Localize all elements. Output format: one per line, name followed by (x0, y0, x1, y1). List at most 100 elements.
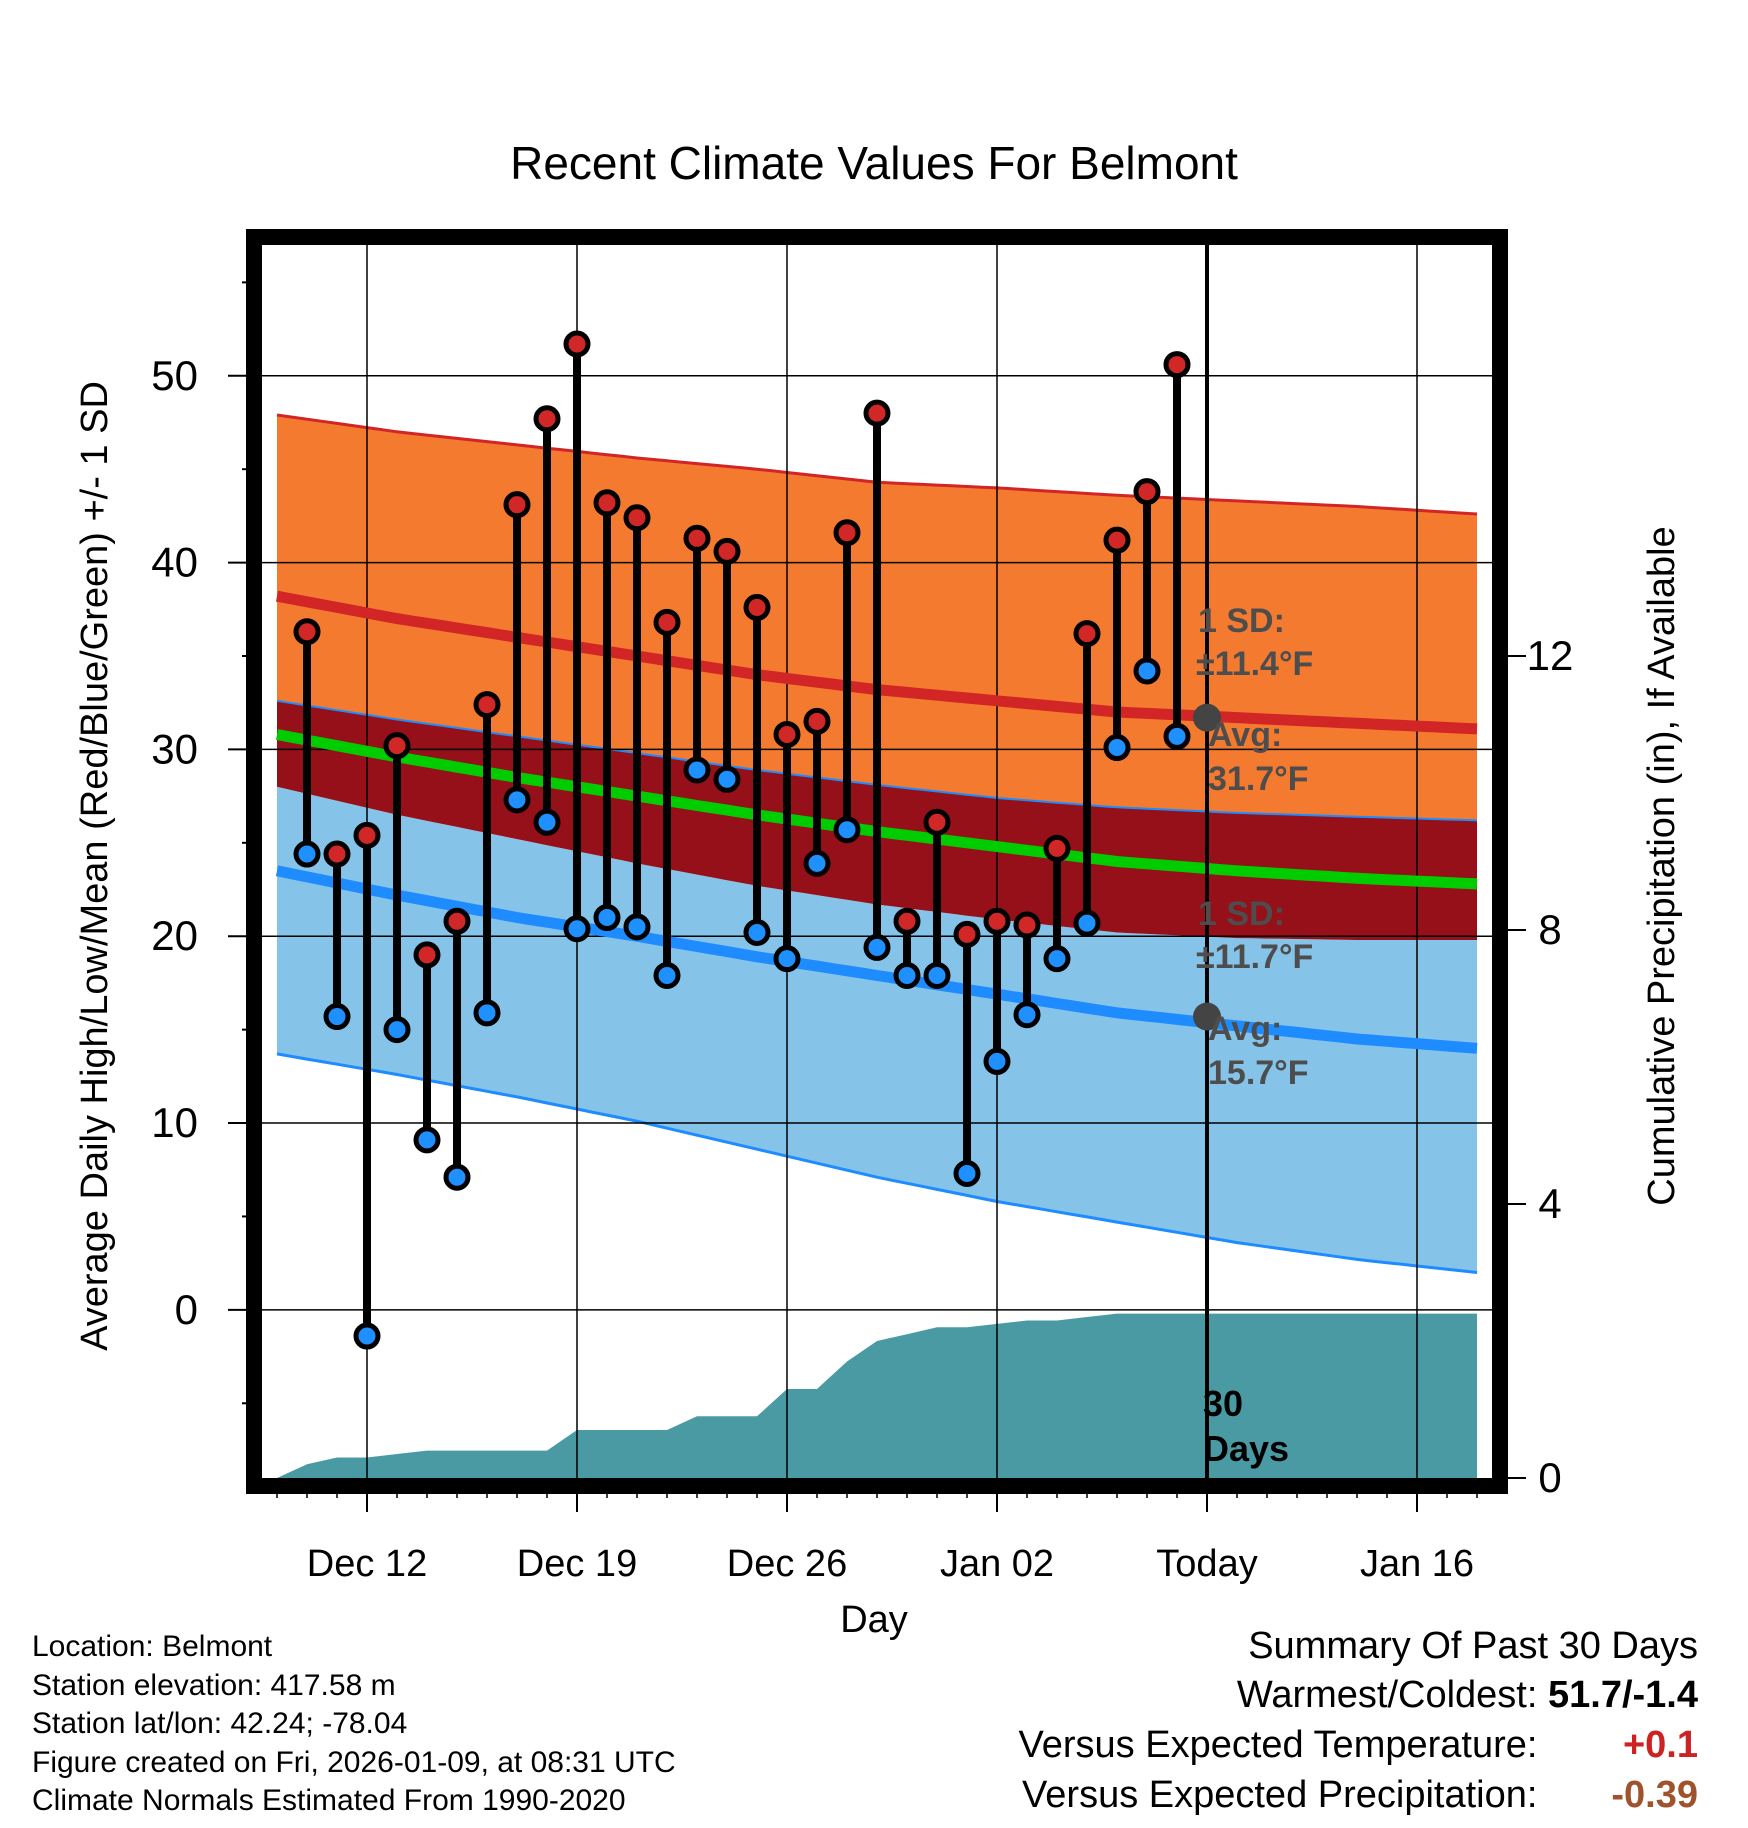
elevation-text: Station elevation: 417.58 m (32, 1668, 396, 1702)
daily-high-point (353, 821, 381, 849)
today-avg-high-marker (1193, 703, 1221, 732)
precipitation-layer (277, 1313, 1477, 1478)
normal-low-line (275, 865, 1478, 1054)
warm-cold-label: Warmest/Coldest: (1236, 1674, 1538, 1716)
y-right-tick-label: 12 (1527, 632, 1574, 679)
high-avg-value: 31.7°F (1208, 760, 1309, 798)
daily-low-point (953, 1159, 981, 1187)
daily-high-point (293, 618, 321, 646)
daily-high-point (1073, 620, 1101, 648)
axes: 0 10 20 30 40 50 0 4 8 12 Dec 12 Dec 19 Dec 26 Jan 02… (151, 281, 1574, 1585)
summary-precip-row: Versus Expected Precipitation: -0.39 (1019, 1770, 1698, 1820)
x-tick-label: Today (1156, 1543, 1257, 1585)
precip-label: Versus Expected Precipitation: (1022, 1774, 1538, 1816)
daily-low-point (1043, 945, 1071, 973)
daily-low-point (1163, 722, 1191, 750)
daily-low-point (533, 808, 561, 836)
daily-high-point (383, 732, 411, 760)
high-sd-value: ±11.4°F (1196, 645, 1313, 683)
daily-high-point (893, 907, 921, 935)
daily-low-point (863, 933, 891, 961)
daily-high-point (323, 840, 351, 868)
daily-high-point (1103, 526, 1131, 554)
summary-warm-cold-row: Warmest/Coldest: 51.7/-1.4 (1019, 1670, 1698, 1720)
daily-low-point (383, 1016, 411, 1044)
x-axis-label: Day (840, 1599, 908, 1641)
daily-low-point (893, 961, 921, 989)
daily-high-point (503, 491, 531, 519)
precipitation-area (277, 1313, 1477, 1478)
daily-low-point (683, 756, 711, 784)
daily-low-point (593, 904, 621, 932)
daily-low-point (293, 840, 321, 868)
y-axis-label-right: Cumulative Precipitation (in), If Availa… (1641, 526, 1683, 1205)
daily-high-point (1133, 478, 1161, 506)
daily-high-point (713, 537, 741, 565)
location-text: Location: Belmont (32, 1630, 273, 1663)
daily-low-point (1013, 1001, 1041, 1029)
days-count-label: 30 (1203, 1383, 1243, 1424)
daily-low-point (983, 1047, 1011, 1075)
daily-low-point (503, 786, 531, 814)
daily-low-point (353, 1322, 381, 1350)
station-info: Location: Belmont Station elevation: 417… (32, 1628, 676, 1821)
daily-low-point (443, 1163, 471, 1191)
daily-range-bars (293, 330, 1191, 1350)
x-tick-label: Dec 19 (517, 1543, 637, 1585)
daily-high-point (953, 920, 981, 948)
y-left-tick-label: 40 (151, 539, 198, 586)
daily-low-point (743, 918, 771, 946)
normals-text: Climate Normals Estimated From 1990-2020 (32, 1784, 626, 1817)
low-sd-value: ±11.7°F (1196, 938, 1313, 976)
y-axis-label-left: Average Daily High/Low/Mean (Red/Blue/Gr… (74, 381, 116, 1351)
daily-high-point (773, 720, 801, 748)
low-minus-sd-edge (276, 1052, 1478, 1274)
y-left-tick-label: 50 (151, 352, 198, 399)
summary-header: Summary Of Past 30 Days (1248, 1625, 1698, 1667)
daily-low-point (1103, 734, 1131, 762)
daily-high-point (863, 399, 891, 427)
latlon-text: Station lat/lon: 42.24; -78.04 (32, 1707, 408, 1740)
chart-title: Recent Climate Values For Belmont (510, 137, 1238, 189)
days-word-label: Days (1203, 1428, 1289, 1469)
y-left-tick-label: 0 (175, 1286, 198, 1333)
daily-high-point (1163, 351, 1191, 379)
daily-low-point (1133, 657, 1161, 685)
daily-high-point (443, 907, 471, 935)
temp-label: Versus Expected Temperature: (1018, 1724, 1538, 1766)
y-left-tick-label: 20 (151, 912, 198, 959)
daily-high-point (683, 524, 711, 552)
low-avg-value: 15.7°F (1208, 1054, 1309, 1092)
precip-value: -0.39 (1611, 1774, 1698, 1816)
low-sd-label: 1 SD: (1198, 895, 1285, 933)
daily-low-point (623, 913, 651, 941)
daily-high-point (983, 907, 1011, 935)
daily-high-point (593, 489, 621, 517)
daily-low-point (563, 915, 591, 943)
created-text: Figure created on Fri, 2026-01-09, at 08… (32, 1745, 676, 1779)
daily-low-point (803, 849, 831, 877)
daily-low-point (923, 961, 951, 989)
daily-high-point (623, 504, 651, 532)
annotations: 1 SD: ±11.4°F Avg: 31.7°F 1 SD: ±11.7°F Avg: 15… (1193, 602, 1313, 1469)
daily-low-point (713, 765, 741, 793)
y-right-tick-label: 0 (1538, 1454, 1561, 1501)
daily-high-point (413, 941, 441, 969)
daily-low-point (323, 1003, 351, 1031)
daily-high-point (743, 593, 771, 621)
daily-low-point (773, 945, 801, 973)
daily-low-point (833, 816, 861, 844)
daily-high-point (1043, 834, 1071, 862)
x-tick-label: Dec 12 (307, 1543, 427, 1585)
daily-high-point (1013, 911, 1041, 939)
daily-low-point (653, 961, 681, 989)
y-right-tick-label: 4 (1538, 1180, 1561, 1227)
daily-low-point (413, 1126, 441, 1154)
x-tick-label: Jan 02 (940, 1543, 1054, 1585)
today-avg-low-marker (1193, 1002, 1221, 1031)
x-tick-label: Jan 16 (1360, 1543, 1474, 1585)
summary-temp-row: Versus Expected Temperature: +0.1 (1019, 1720, 1698, 1770)
high-sd-label: 1 SD: (1198, 602, 1285, 640)
daily-high-point (803, 707, 831, 735)
